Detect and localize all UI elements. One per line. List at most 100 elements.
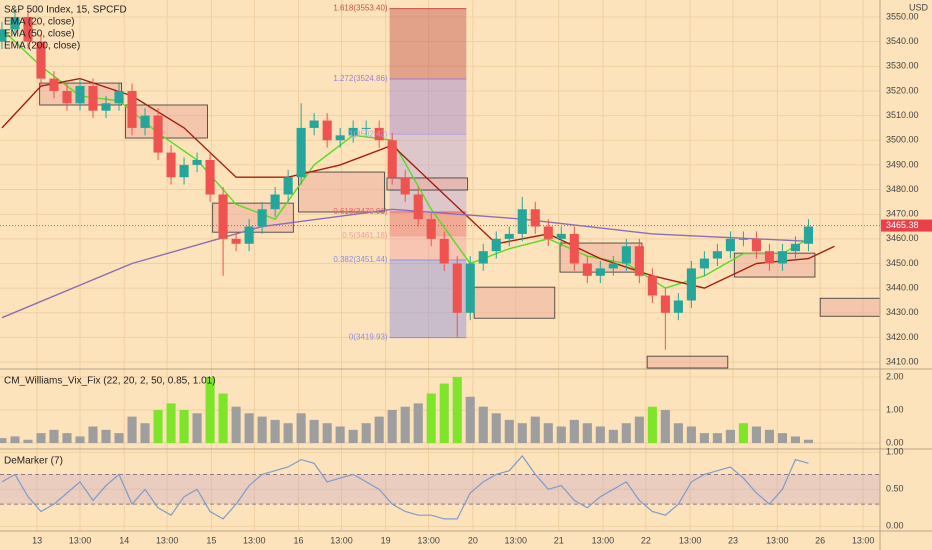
candle-body xyxy=(231,238,241,244)
candle-body xyxy=(62,90,72,104)
histogram-bar xyxy=(660,409,670,444)
histogram-bar xyxy=(62,433,72,444)
candle-body xyxy=(88,86,98,111)
y-tick-label: 3500.00 xyxy=(886,135,919,145)
histogram-bar xyxy=(569,419,579,444)
y-tick-label: 1.00 xyxy=(886,447,904,457)
y-tick-label: 3430.00 xyxy=(886,307,919,317)
x-tick-label: 16 xyxy=(294,535,304,545)
candle-body xyxy=(569,233,579,264)
candle-body xyxy=(634,246,644,276)
candle-body xyxy=(699,258,709,269)
candle-body xyxy=(400,177,410,195)
candle-body xyxy=(465,263,475,313)
candle-body xyxy=(322,120,332,141)
fib-label: 0.382(3451.44) xyxy=(333,255,388,264)
currency: USD xyxy=(909,2,929,12)
histogram-bar xyxy=(244,413,254,444)
candle-body xyxy=(478,251,488,264)
x-tick-label: 13:00 xyxy=(69,535,92,545)
x-tick-label: 13:00 xyxy=(766,535,789,545)
histogram-bar xyxy=(634,416,644,444)
fib-label: 1.618(3553.40) xyxy=(333,4,388,13)
y-tick-label: 0.00 xyxy=(886,437,904,447)
histogram-bar xyxy=(582,423,592,444)
y-tick-label: 3520.00 xyxy=(886,85,919,95)
histogram-bar xyxy=(36,433,46,444)
candle-body xyxy=(348,127,358,136)
histogram-bar xyxy=(413,403,423,444)
candle-body xyxy=(270,194,280,210)
histogram-bar xyxy=(374,416,384,444)
histogram-bar xyxy=(387,409,397,444)
pane-title: DeMarker (7) xyxy=(4,456,63,467)
candle-body xyxy=(543,226,553,239)
histogram-bar xyxy=(361,423,371,444)
histogram-bar xyxy=(465,396,475,444)
candle-body xyxy=(712,251,722,259)
y-tick-label: 3540.00 xyxy=(886,36,919,46)
histogram-bar xyxy=(283,423,293,444)
candle-body xyxy=(387,140,397,178)
candle-body xyxy=(504,233,514,239)
histogram-bar xyxy=(335,426,345,444)
histogram-bar xyxy=(426,393,436,444)
histogram-bar xyxy=(699,433,709,444)
histogram-bar xyxy=(712,433,722,444)
ema-line xyxy=(1,208,809,319)
order-block xyxy=(646,355,729,369)
x-tick-label: 13:00 xyxy=(417,535,440,545)
histogram-bar xyxy=(517,423,527,444)
histogram-bar xyxy=(764,429,774,444)
candle-body xyxy=(166,152,176,178)
y-tick-label: 3410.00 xyxy=(886,356,919,366)
candle-body xyxy=(660,295,670,313)
fib-band xyxy=(389,134,467,212)
x-tick-label: 22 xyxy=(641,535,651,545)
candle-body xyxy=(556,233,566,239)
candle-body xyxy=(218,194,228,239)
histogram-bar xyxy=(556,426,566,444)
histogram-bar xyxy=(257,416,267,444)
candle-body xyxy=(673,300,683,313)
candle-body xyxy=(803,226,814,244)
histogram-bar xyxy=(491,413,501,444)
fib-band xyxy=(389,78,467,135)
candle-body xyxy=(530,209,540,227)
histogram-bar xyxy=(75,436,85,444)
histogram-bar xyxy=(140,423,150,444)
histogram-bar xyxy=(803,439,814,444)
last-price-label: 3465.38 xyxy=(886,220,919,230)
histogram-bar xyxy=(530,416,540,444)
fib-label: 1(3502.42) xyxy=(349,129,388,138)
y-tick-label: 0.00 xyxy=(886,521,904,531)
histogram-bar xyxy=(348,429,358,444)
candle-body xyxy=(179,164,189,178)
histogram-bar xyxy=(543,423,553,444)
last-price-tag xyxy=(881,219,932,232)
candle-body xyxy=(608,263,618,269)
candle-body xyxy=(452,263,462,313)
histogram-bar xyxy=(621,423,631,444)
fib-band xyxy=(389,8,467,79)
x-tick-label: 13:00 xyxy=(243,535,266,545)
histogram-bar xyxy=(452,376,462,444)
histogram-bar xyxy=(179,409,189,444)
y-tick-label: 0.50 xyxy=(886,484,904,494)
candle-body xyxy=(309,120,319,128)
histogram-bar xyxy=(231,406,241,444)
histogram-bar xyxy=(114,433,124,444)
candle-body xyxy=(738,238,748,240)
demarker-line xyxy=(1,454,809,520)
candle-body xyxy=(647,275,657,296)
order-block xyxy=(473,286,556,319)
candle-body xyxy=(582,263,592,276)
fib-label: 0.618(3470.91) xyxy=(333,207,388,216)
x-tick-label: 26 xyxy=(815,535,825,545)
y-tick-label: 3510.00 xyxy=(886,110,919,120)
candle-body xyxy=(426,219,436,239)
candle-body xyxy=(335,135,345,141)
x-tick-label: 15 xyxy=(206,535,216,545)
level-band xyxy=(0,474,880,505)
